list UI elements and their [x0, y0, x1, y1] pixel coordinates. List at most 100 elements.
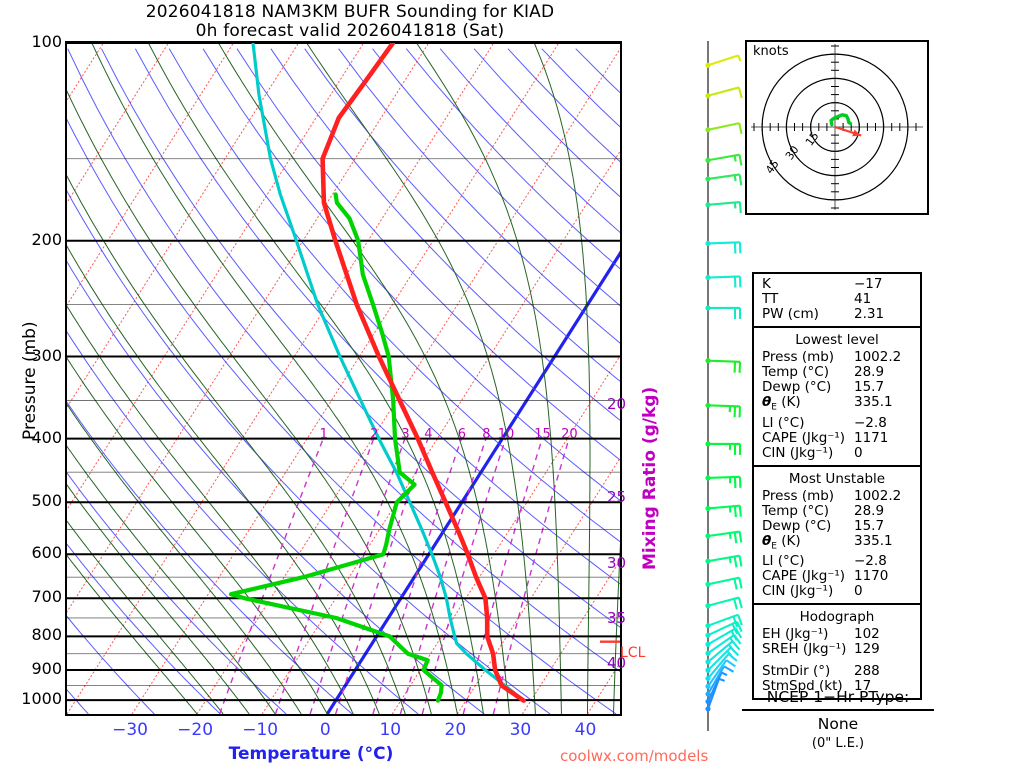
wind-barb [705, 576, 743, 590]
index-value: 15.7 [854, 379, 885, 395]
index-value: 0 [854, 444, 863, 461]
index-row: StmDir (°) 288 [754, 664, 920, 679]
index-value: 28.9 [854, 364, 885, 380]
index-key: K [762, 276, 771, 292]
index-key: CAPE (Jkg⁻¹) [762, 568, 846, 585]
index-value: 288 [854, 663, 880, 680]
index-value: 335.1 [854, 394, 893, 410]
index-row: TT 41 [754, 292, 920, 307]
index-row: LI (°C) −2.8 [754, 554, 920, 569]
skewt-canvas [67, 43, 620, 714]
index-key: θE (K) [762, 394, 801, 413]
temperature-tick-label: 10 [379, 720, 402, 740]
index-row: StmSpd (kt) 17 [754, 679, 920, 694]
index-value: 129 [854, 641, 880, 658]
wind-barb [705, 475, 742, 489]
hodograph-stats-header: Hodograph [799, 609, 875, 626]
hodograph-trace [829, 113, 853, 127]
wind-barb [705, 530, 743, 544]
wind-barb [705, 402, 742, 418]
ptype-liquid-equivalent: (0" L.E.) [811, 736, 865, 751]
mixing-ratio-side-label: 20 [607, 395, 627, 413]
index-key: LI (°C) [762, 553, 805, 570]
index-row: SREH (Jkg⁻¹) 129 [754, 642, 920, 657]
watermark: coolwx.com/models [560, 747, 709, 765]
pressure-axis-label: Pressure (mb) [20, 321, 40, 440]
temperature-tick-label: −30 [112, 720, 148, 740]
temperature-tick-label: 0 [319, 720, 331, 740]
wind-barb [705, 504, 742, 518]
pressure-tick-label: 300 [31, 345, 62, 365]
lowest-level-header: Lowest level [795, 332, 879, 348]
index-row: Dewp (°C) 15.7 [754, 380, 920, 395]
index-key: Temp (°C) [762, 502, 829, 519]
pressure-tick-label: 500 [31, 491, 62, 511]
mixing-ratio-side-label: 30 [607, 554, 627, 572]
skewt-diagram[interactable] [65, 41, 622, 716]
index-key: StmDir (°) [762, 663, 831, 680]
index-value: 1002.2 [854, 487, 902, 504]
index-key: SREH (Jkg⁻¹) [762, 641, 847, 658]
pressure-tick-label: 900 [31, 659, 62, 678]
pressure-tick-label: 700 [31, 587, 62, 607]
index-value: 41 [854, 291, 872, 307]
wind-barb-column [648, 41, 743, 731]
index-row: θE (K) 335.1 [754, 395, 920, 416]
mixing-ratio-side-label: 25 [607, 488, 627, 506]
wind-barb [705, 659, 736, 689]
pressure-tick-label: 100 [31, 32, 62, 51]
temperature-tick-label: −20 [177, 720, 214, 740]
indices-top-section: K −17 TT 41 PW (cm) 2.31 [754, 274, 920, 328]
wind-barb [705, 596, 743, 610]
index-key: Dewp (°C) [762, 517, 832, 534]
index-value: 17 [854, 678, 872, 695]
wind-barb [705, 620, 743, 638]
wind-barb [705, 554, 743, 568]
index-value: 335.1 [854, 532, 893, 549]
index-row: CIN (Jkg⁻¹) 0 [754, 444, 920, 461]
index-key: Dewp (°C) [762, 379, 832, 395]
index-value: −2.8 [854, 553, 887, 570]
pressure-tick-label: 600 [31, 543, 62, 563]
index-row: EH (Jkg⁻¹) 102 [754, 627, 920, 642]
lcl-label: LCL [620, 645, 646, 661]
wind-barb [705, 122, 743, 135]
index-key: CIN (Jkg⁻¹) [762, 444, 834, 461]
temperature-tick-label: 30 [509, 720, 532, 740]
pressure-axis: 100 200 300 400 500 600 700 800 900 1000 [0, 32, 62, 716]
pressure-tick-label: 800 [31, 625, 62, 645]
mixing-ratio-side-label: 35 [607, 609, 627, 627]
wind-barb [705, 274, 742, 288]
index-key: TT [762, 291, 779, 307]
index-value: 2.31 [854, 306, 885, 322]
index-value: −2.8 [854, 414, 887, 431]
index-value: 1170 [854, 568, 889, 585]
wind-barb [705, 54, 742, 68]
index-row: CAPE (Jkg⁻¹) 1171 [754, 429, 920, 446]
index-row: Press (mb) 1002.2 [754, 487, 920, 504]
index-key: LI (°C) [762, 414, 805, 431]
index-value: −17 [854, 276, 883, 292]
pressure-tick-label: 1000 [21, 689, 62, 709]
index-value: 1171 [854, 429, 889, 446]
wind-barb [705, 613, 743, 629]
index-key: CAPE (Jkg⁻¹) [762, 429, 846, 446]
most-unstable-header: Most Unstable [788, 470, 886, 487]
hodograph-units-label: knots [753, 44, 789, 59]
index-row: CAPE (Jkg⁻¹) 1170 [754, 569, 920, 584]
wind-barb [705, 358, 742, 373]
ptype-value: None [817, 715, 859, 733]
index-key: Press (mb) [762, 349, 835, 365]
wind-barb [705, 640, 741, 665]
wind-barb [705, 201, 742, 214]
wind-barb [705, 627, 743, 647]
wind-barb [705, 665, 735, 697]
hodograph-stats-section: Hodograph EH (Jkg⁻¹) 102 SREH (Jkg⁻¹) 129 S… [754, 605, 920, 698]
page-subtitle: 0h forecast valid 2026041818 (Sat) [195, 21, 505, 41]
index-row: Press (mb) 1002.2 [754, 350, 920, 365]
index-row: K −17 [754, 277, 920, 292]
pressure-tick-label: 200 [31, 229, 62, 249]
hodograph-panel[interactable]: knots 15 30 45 [745, 40, 929, 215]
